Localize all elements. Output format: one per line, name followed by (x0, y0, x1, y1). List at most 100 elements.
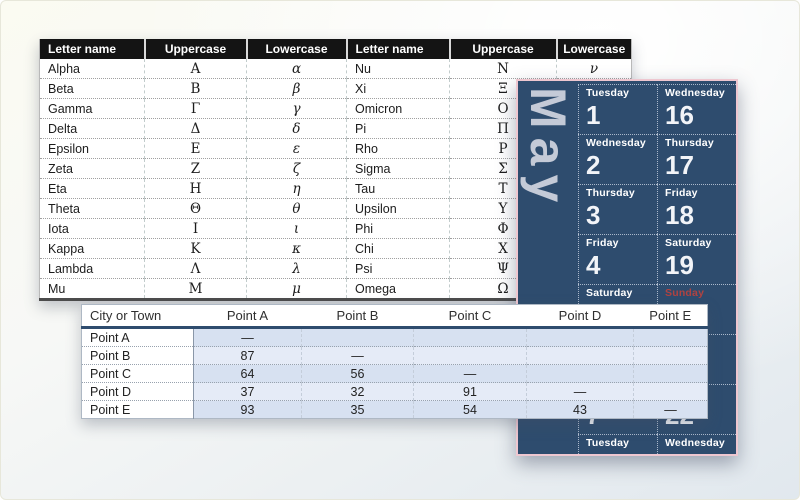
city-cell: Point D (81, 382, 194, 401)
distance-value-cell: — (301, 346, 414, 365)
distance-value-cell: 91 (413, 382, 527, 401)
letter-name-header: Letter name (345, 39, 450, 59)
distance-value-cell: 35 (301, 400, 414, 419)
month-column: May (518, 81, 578, 454)
distance-value-cell: 54 (413, 400, 527, 419)
letter-name-cell: Lambda (39, 258, 145, 279)
distance-value-cell: 64 (193, 364, 302, 383)
distance-value-cell: — (193, 327, 302, 347)
weekday-label: Wednesday (586, 137, 646, 149)
distance-value-cell: 87 (193, 346, 302, 365)
distance-header-row: City or Town Point A Point B Point C Poi… (81, 304, 708, 329)
distance-table-row: Point C 64 56 — (81, 364, 708, 383)
city-cell: Point A (81, 327, 194, 347)
distance-grid: City or Town Point A Point B Point C Poi… (81, 304, 708, 419)
letter-name-cell: Omicron (346, 98, 450, 119)
greek-header-row: Letter name Uppercase Lowercase Letter n… (39, 39, 632, 59)
calendar-day-cell: Wednesday 16 (657, 84, 736, 134)
weekday-label: Tuesday (586, 87, 630, 99)
letter-name-cell: Phi (346, 218, 450, 239)
letter-name-cell: Tau (346, 178, 450, 199)
date-number: 16 (665, 100, 694, 130)
calendar-row: Tuesday 1 Wednesday 16 (578, 84, 736, 134)
weekday-label: Sunday (665, 287, 705, 299)
calendar-day-cell: Thursday 3 (578, 184, 657, 234)
calendar-row: Wednesday 2 Thursday 17 (578, 134, 736, 184)
date-number: 18 (665, 200, 694, 230)
lowercase-letter-cell: ι (246, 218, 347, 239)
weekday-label: Tuesday (586, 437, 630, 449)
lowercase-letter-cell: θ (246, 198, 347, 219)
distance-value-cell (633, 382, 708, 401)
calendar-row: Tuesday 8 Wednesday 23 (578, 434, 736, 454)
distance-value-cell (526, 346, 634, 365)
lowercase-letter-cell: η (246, 178, 347, 199)
letter-name-cell: Nu (346, 59, 450, 79)
letter-name-cell: Chi (346, 238, 450, 259)
letter-name-cell: Omega (346, 278, 450, 300)
weekday-label: Saturday (586, 287, 633, 299)
date-number: 8 (586, 452, 657, 454)
distance-value-cell: 43 (526, 400, 634, 419)
uppercase-letter-cell: Μ (144, 278, 247, 300)
distance-value-cell: 93 (193, 400, 302, 419)
calendar-day-cell: Thursday 17 (657, 134, 736, 184)
lowercase-letter-cell: λ (246, 258, 347, 279)
date-number: 23 (665, 452, 736, 454)
city-cell: Point E (81, 400, 194, 419)
letter-name-cell: Psi (346, 258, 450, 279)
lowercase-letter-cell: ε (246, 138, 347, 159)
calendar-day-cell: Wednesday 2 (578, 134, 657, 184)
weekday-label: Thursday (586, 187, 635, 199)
distance-table-row: Point A — (81, 327, 708, 347)
letter-name-cell: Alpha (39, 59, 145, 79)
lowercase-letter-cell: ν (556, 59, 632, 79)
uppercase-letter-cell: Α (144, 59, 247, 79)
lowercase-letter-cell: γ (246, 98, 347, 119)
lowercase-letter-cell: α (246, 59, 347, 79)
lowercase-header: Lowercase (245, 39, 347, 59)
point-a-header: Point A (193, 304, 302, 329)
lowercase-header: Lowercase (555, 39, 632, 59)
uppercase-letter-cell: Β (144, 78, 247, 99)
letter-name-cell: Gamma (39, 98, 145, 119)
distance-value-cell: — (526, 382, 634, 401)
date-number: 4 (586, 250, 601, 280)
distance-value-cell: — (633, 400, 708, 419)
uppercase-letter-cell: Δ (144, 118, 247, 139)
weekday-label: Wednesday (665, 87, 725, 99)
distance-table-row: Point B 87 — (81, 346, 708, 365)
date-number: 19 (665, 250, 694, 280)
date-number: 2 (586, 150, 601, 180)
letter-name-cell: Upsilon (346, 198, 450, 219)
point-b-header: Point B (301, 304, 414, 329)
distance-value-cell (633, 346, 708, 365)
letter-name-cell: Xi (346, 78, 450, 99)
calendar-row: Thursday 3 Friday 18 (578, 184, 736, 234)
weekday-label: Friday (665, 187, 698, 199)
lowercase-letter-cell: μ (246, 278, 347, 300)
uppercase-letter-cell: Λ (144, 258, 247, 279)
city-cell: Point B (81, 346, 194, 365)
letter-name-cell: Rho (346, 138, 450, 159)
weekday-label: Thursday (665, 137, 714, 149)
distance-value-cell (633, 327, 708, 347)
distance-value-cell (526, 364, 634, 383)
calendar-day-cell: Tuesday 1 (578, 84, 657, 134)
letter-name-cell: Sigma (346, 158, 450, 179)
uppercase-letter-cell: Ε (144, 138, 247, 159)
letter-name-cell: Zeta (39, 158, 145, 179)
city-or-town-header: City or Town (81, 304, 194, 329)
distance-value-cell: — (413, 364, 527, 383)
point-c-header: Point C (413, 304, 527, 329)
calendar-day-cell: Tuesday 8 (578, 434, 657, 454)
distance-value-cell (413, 346, 527, 365)
uppercase-header: Uppercase (448, 39, 557, 59)
letter-name-cell: Delta (39, 118, 145, 139)
lowercase-letter-cell: κ (246, 238, 347, 259)
letter-name-cell: Beta (39, 78, 145, 99)
greek-table-row: Alpha Α α Nu Ν ν (39, 59, 632, 79)
distance-value-cell: 32 (301, 382, 414, 401)
uppercase-letter-cell: Ι (144, 218, 247, 239)
